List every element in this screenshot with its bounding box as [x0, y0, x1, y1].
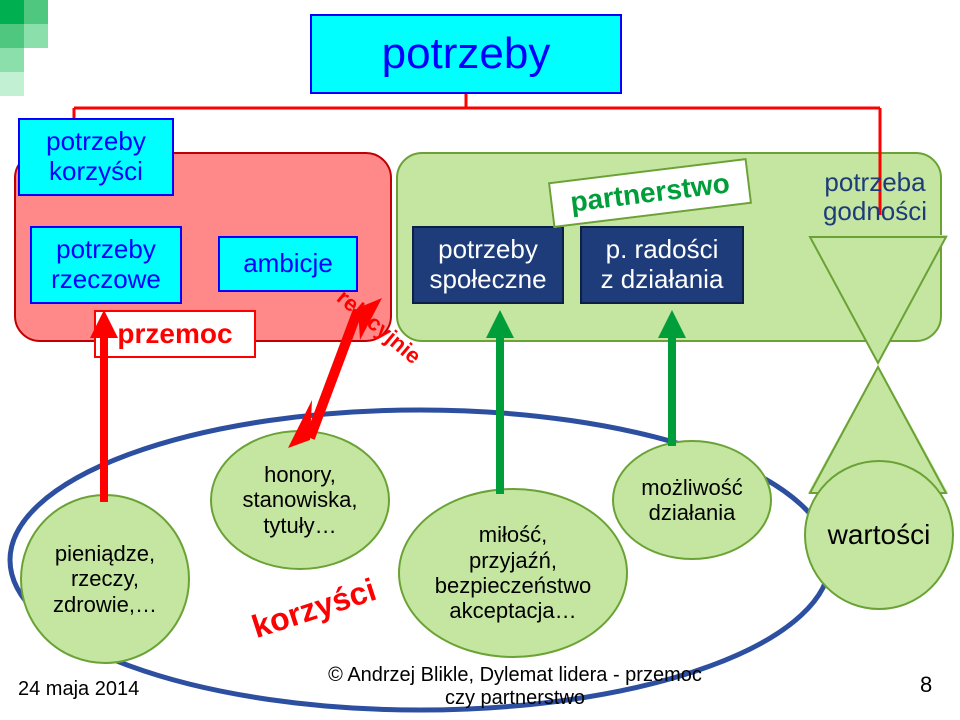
arrow-green-2-head [658, 310, 686, 338]
footer-credit: © Andrzej Blikle, Dylemat lidera - przem… [300, 664, 730, 710]
circle-mozliwosc: możliwość działania [612, 440, 772, 560]
box-potrzeby-spoleczne: potrzeby społeczne [412, 226, 564, 304]
label: potrzeby społeczne [429, 235, 546, 295]
arrow-green-2 [668, 334, 676, 446]
box-potrzeby-korzysci: potrzeby korzyści [18, 118, 174, 196]
title-box: potrzeby [310, 14, 622, 94]
label: wartości [828, 519, 931, 551]
badge-korzysci: korzyści [247, 571, 380, 646]
label: potrzeby rzeczowe [51, 235, 161, 295]
label: p. radości z działania [601, 235, 724, 295]
arrow-red-1 [100, 334, 108, 502]
title-text: potrzeby [382, 29, 551, 80]
circle-pieniadze: pieniądze, rzeczy, zdrowie,… [20, 494, 190, 664]
footer-page: 8 [920, 672, 932, 698]
box-p-radosci: p. radości z działania [580, 226, 744, 304]
arrow-green-1-head [486, 310, 514, 338]
label: potrzeby korzyści [46, 127, 146, 187]
arrow-green-1 [496, 334, 504, 494]
label: miłość, przyjaźń, bezpieczeństwo akcepta… [435, 522, 592, 623]
label: przemoc [117, 318, 232, 350]
footer-date: 24 maja 2014 [18, 678, 139, 701]
arrow-red-1-head [90, 310, 118, 338]
label-potrzeba-godnosci: potrzeba godności [800, 168, 950, 225]
label: pieniądze, rzeczy, zdrowie,… [53, 541, 157, 617]
label: korzyści [247, 571, 380, 645]
badge-przemoc: przemoc [94, 310, 256, 358]
label: możliwość działania [641, 475, 742, 526]
label: ambicje [243, 249, 333, 279]
circle-milosc: miłość, przyjaźń, bezpieczeństwo akcepta… [398, 488, 628, 658]
label: honory, stanowiska, tytuły… [243, 462, 358, 538]
circle-honory: honory, stanowiska, tytuły… [210, 430, 390, 570]
box-potrzeby-rzeczowe: potrzeby rzeczowe [30, 226, 182, 304]
hourglass-icon [808, 235, 948, 495]
circle-wartosci: wartości [804, 460, 954, 610]
